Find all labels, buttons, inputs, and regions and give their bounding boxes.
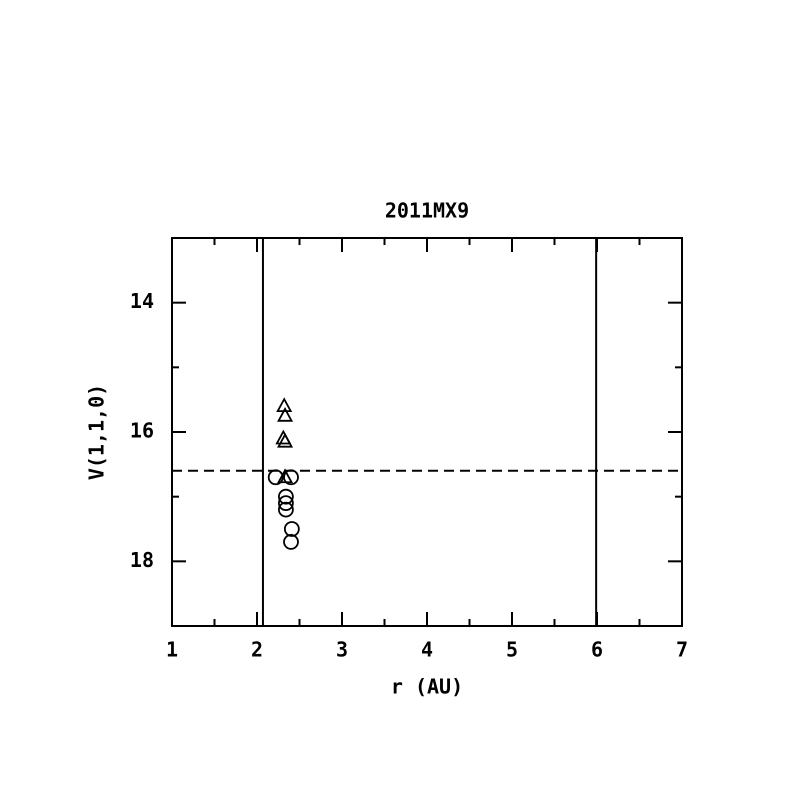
y-tick-label: 18: [130, 548, 154, 572]
plot-frame: [171, 237, 683, 627]
x-tick-label: 7: [676, 638, 688, 662]
y-tick-label: 16: [130, 419, 154, 443]
y-axis-label: V(1,1,0): [85, 384, 109, 480]
x-tick-label: 2: [251, 638, 263, 662]
triangle-marker: [277, 432, 294, 448]
circle-marker: [283, 521, 300, 537]
x-tick-label: 5: [506, 638, 518, 662]
chart-title: 2011MX9: [385, 199, 469, 223]
x-tick-label: 1: [166, 638, 178, 662]
x-tick-label: 4: [421, 638, 433, 662]
x-axis-label: r (AU): [391, 675, 463, 699]
circle-marker: [267, 469, 284, 486]
y-tick-label: 14: [130, 289, 154, 313]
circle-marker: [277, 501, 294, 518]
x-tick-label: 6: [591, 638, 603, 662]
x-tick-label: 3: [336, 638, 348, 662]
circle-marker: [283, 534, 299, 550]
circle-marker: [277, 488, 294, 505]
circle-marker: [283, 469, 299, 486]
triangle-marker: [277, 406, 294, 422]
circle-marker: [277, 495, 294, 512]
